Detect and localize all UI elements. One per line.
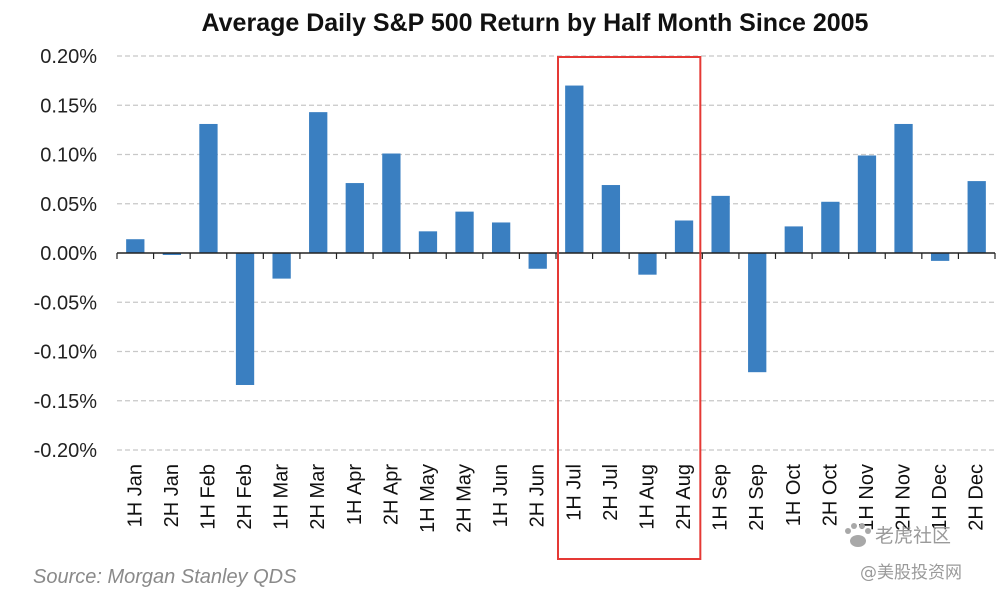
bar-2h-jun <box>528 253 547 269</box>
bar-2h-feb <box>235 253 255 385</box>
watermark-line2: @美股投资网 <box>860 563 962 583</box>
y-tick-label: 0.05% <box>40 194 97 216</box>
x-tick-label: 2H Oct <box>819 464 841 527</box>
x-tick-label: 1H Oct <box>783 464 805 527</box>
x-tick-label: 2H Jan <box>161 464 183 527</box>
bar-1h-nov <box>857 155 877 253</box>
bar-2h-may <box>455 211 474 253</box>
watermark: 老虎社区 @美股投资网 <box>845 523 962 583</box>
watermark-line1: 老虎社区 <box>875 525 951 547</box>
x-tick-label: 2H Nov <box>893 464 915 531</box>
x-tick-label: 2H Dec <box>966 464 988 531</box>
x-tick-label: 1H Jun <box>490 464 512 527</box>
y-tick-label: -0.15% <box>34 391 98 413</box>
bar-1h-mar <box>272 253 291 279</box>
y-tick-label: -0.10% <box>34 342 98 364</box>
y-tick-label: -0.20% <box>34 440 98 462</box>
x-tick-label: 1H Mar <box>271 464 293 530</box>
bar-2h-jan <box>162 253 182 255</box>
bar-2h-oct <box>821 201 840 253</box>
bar-1h-may <box>418 231 438 253</box>
y-tick-label: 0.20% <box>40 46 97 68</box>
x-tick-label: 1H Sep <box>710 464 732 531</box>
y-tick-label: 0.00% <box>40 243 97 265</box>
bar-1h-jun <box>491 222 511 253</box>
bar-2h-aug <box>674 220 694 253</box>
y-tick-label: 0.10% <box>40 145 97 167</box>
bar-2h-mar <box>309 112 328 254</box>
chart-title: Average Daily S&P 500 Return by Half Mon… <box>202 9 869 37</box>
paw-icon <box>845 523 871 547</box>
x-tick-label: 1H Dec <box>929 464 951 531</box>
bar-1h-sep <box>711 195 730 253</box>
bar-2h-jul <box>601 185 621 253</box>
bar-1h-aug <box>638 253 657 275</box>
x-tick-label: 2H Sep <box>746 464 768 531</box>
x-tick-label: 1H Nov <box>856 464 878 531</box>
x-tick-label: 1H Jan <box>124 464 146 527</box>
y-tick-label: 0.15% <box>40 95 97 117</box>
x-tick-label: 2H May <box>454 464 476 533</box>
x-tick-label: 2H Apr <box>380 464 402 525</box>
bar-2h-sep <box>748 253 767 373</box>
y-tick-label: -0.05% <box>34 292 98 314</box>
bar-1h-oct <box>784 226 803 253</box>
x-tick-label: 1H May <box>417 464 439 533</box>
x-tick-label: 2H Jun <box>527 464 549 527</box>
source-note: Source: Morgan Stanley QDS <box>33 566 297 588</box>
y-axis-tick-labels: 0.20% 0.15% 0.10% 0.05% 0.00% -0.05% -0.10% -0.… <box>34 46 98 462</box>
x-axis-tick-labels: 1H Jan 2H Jan 1H Feb 2H Feb 1H Mar 2H Mar 1H A… <box>116 253 996 533</box>
bar-1h-jul <box>565 85 584 253</box>
x-tick-label: 1H Feb <box>197 464 219 530</box>
bar-2h-dec <box>967 181 986 253</box>
bar-1h-apr <box>345 183 364 253</box>
bars <box>126 85 986 385</box>
bar-2h-apr <box>382 153 401 253</box>
highlight-box <box>557 56 702 560</box>
x-tick-label: 1H Jul <box>563 464 585 521</box>
x-tick-label: 2H Aug <box>673 464 695 530</box>
grid-lines <box>117 55 995 451</box>
x-tick-label: 1H Aug <box>636 464 658 530</box>
bar-1h-dec <box>930 253 950 261</box>
x-tick-label: 1H Apr <box>344 464 366 525</box>
x-tick-label: 2H Mar <box>307 464 329 530</box>
bar-1h-jan <box>126 239 145 253</box>
bar-1h-feb <box>199 123 218 253</box>
x-tick-label: 2H Feb <box>234 464 256 530</box>
bar-2h-nov <box>894 123 913 253</box>
x-tick-label: 2H Jul <box>600 464 622 521</box>
